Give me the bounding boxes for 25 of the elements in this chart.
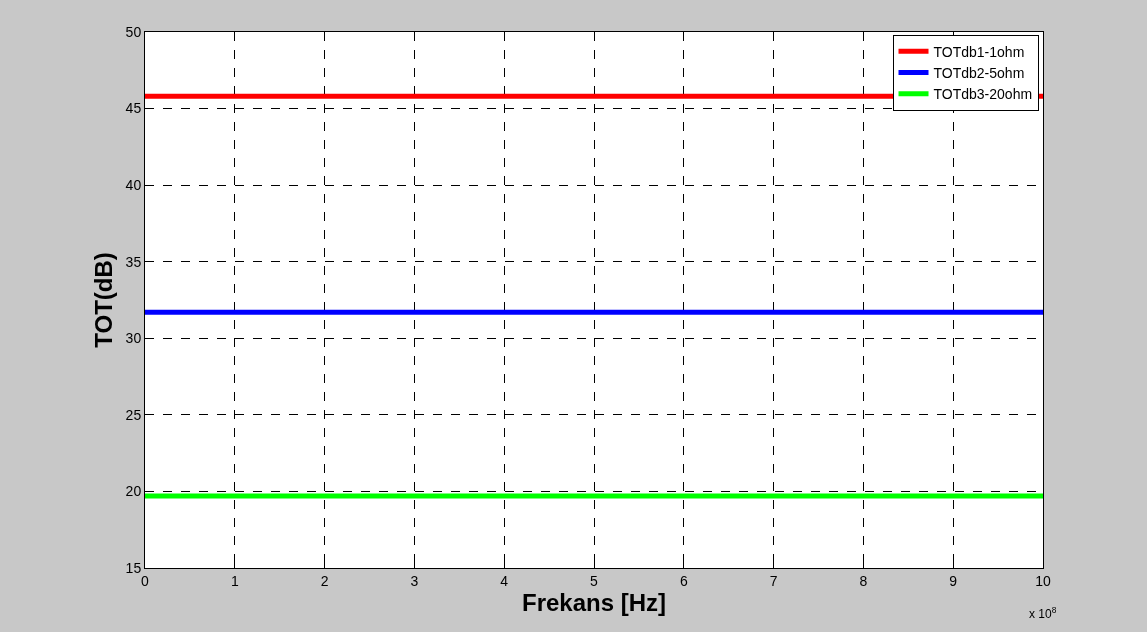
- legend-label: TOTdb2-5ohm: [933, 64, 1025, 81]
- y-tick-label: 35: [125, 253, 142, 270]
- x-tick-label: 9: [949, 572, 958, 589]
- x-tick-label: 10: [1035, 572, 1051, 589]
- x-tick-label: 4: [500, 572, 509, 589]
- text: x 10$^{8}$: [1029, 605, 1057, 622]
- x-tick-label: 1: [230, 572, 239, 589]
- y-tick-label: 45: [125, 100, 142, 117]
- x-tick-label: 0: [141, 572, 150, 589]
- y-tick-label: 30: [125, 330, 142, 347]
- x-tick-label: 6: [679, 572, 688, 589]
- x-tick-label: 8: [859, 572, 868, 589]
- x-axis-title: Frekans [Hz]: [521, 589, 667, 617]
- x-tick-label: 3: [410, 572, 419, 589]
- x-tick-label: 7: [769, 572, 778, 589]
- y-tick-label: 20: [125, 483, 142, 500]
- y-tick-label: 40: [125, 177, 142, 194]
- x-tick-label: 5: [590, 572, 599, 589]
- x-tick-label: 2: [320, 572, 329, 589]
- y-tick-label: 15: [125, 559, 142, 576]
- y-tick-label: 50: [125, 23, 142, 40]
- y-axis-title: TOT(dB): [89, 252, 117, 348]
- y-tick-label: 25: [125, 406, 142, 423]
- legend-label: TOTdb1-1ohm: [933, 43, 1025, 60]
- legend-label: TOTdb3-20ohm: [933, 86, 1033, 103]
